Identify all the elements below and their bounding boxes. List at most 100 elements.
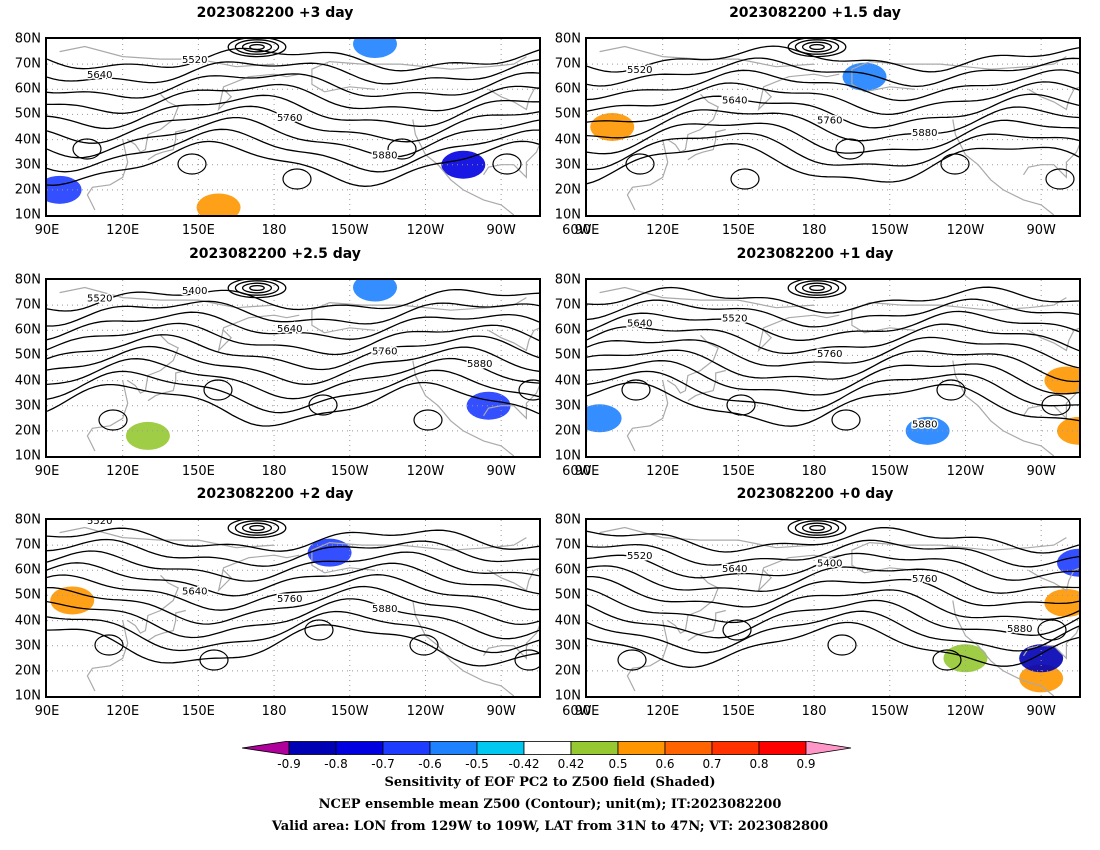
z500-contour <box>587 360 1079 396</box>
z500-contour <box>587 93 1079 129</box>
contour-label: 5880 <box>372 604 397 615</box>
contour-label: 5880 <box>372 151 397 162</box>
coastline <box>626 380 669 452</box>
panel-2: 2023082200 +1.5 day 5520 5640 5760 5880 80N… <box>540 5 1090 245</box>
coastline <box>127 574 179 634</box>
closed-contour <box>234 280 280 296</box>
coastline <box>59 45 275 68</box>
map-svg: 5520 5400 5640 5760 5880 <box>47 280 539 456</box>
closed-contour <box>621 379 651 401</box>
coastline <box>1022 144 1079 179</box>
z500-contour <box>587 621 1079 668</box>
closed-contour <box>787 520 847 539</box>
closed-contour <box>203 379 233 401</box>
lon-label: 150E <box>181 704 215 719</box>
coastline <box>599 45 815 68</box>
map-svg: 5520 5640 5760 5880 <box>47 520 539 696</box>
map-svg: 5640 5520 5760 5880 <box>587 280 1079 456</box>
contour-label: 5520 <box>87 520 112 527</box>
lat-label: 40N <box>554 613 581 629</box>
contour-label: 5520 <box>182 55 207 66</box>
lon-label: 90W <box>1026 223 1056 238</box>
lon-label: 90E <box>34 704 60 719</box>
lat-label: 10N <box>14 448 41 464</box>
z500-contour <box>587 119 1079 155</box>
z500-contour <box>587 370 1079 412</box>
z500-contour <box>587 336 1079 369</box>
contour-label: 5520 <box>627 551 652 562</box>
colorbar-tick-label: -0.8 <box>324 757 348 771</box>
closed-contour <box>625 153 655 175</box>
contour-label: 5520 <box>87 294 112 305</box>
coastline <box>687 128 726 161</box>
lon-label: 180 <box>801 704 827 719</box>
map-frame: 5520 5640 5400 5760 5880 <box>585 518 1081 698</box>
panel-title: 2023082200 +2 day <box>196 486 354 502</box>
lon-label: 150W <box>330 704 369 719</box>
lat-label: 30N <box>14 398 41 414</box>
sensitivity-shading <box>466 391 511 420</box>
z500-contour <box>587 610 1079 654</box>
panel-title: 2023082200 +0 day <box>736 486 894 502</box>
lon-label: 90E <box>574 464 600 479</box>
panel-6: 2023082200 +0 day 5520 5640 5400 5760 5880 8… <box>540 486 1090 726</box>
sensitivity-shading <box>590 113 635 141</box>
contour-label: 5760 <box>912 574 937 585</box>
lat-label: 60N <box>554 562 581 578</box>
lon-label: 90E <box>574 223 600 238</box>
coastline <box>311 537 527 574</box>
z500-contour <box>47 562 539 597</box>
z500-contour <box>47 527 539 552</box>
lon-label: 120W <box>946 704 985 719</box>
coastline <box>311 297 527 334</box>
closed-contour <box>1037 619 1067 641</box>
coastline <box>952 600 1055 696</box>
z500-contour <box>47 538 539 567</box>
closed-contour <box>518 379 539 401</box>
colorbar-segment <box>805 741 852 755</box>
colorbar-tick-label: -0.7 <box>371 757 395 771</box>
lon-label: 60W <box>562 223 592 238</box>
map-frame: 5520 5640 5760 5880 <box>45 518 541 698</box>
lat-label: 60N <box>14 562 41 578</box>
contour-label: 5880 <box>467 359 492 370</box>
coastline <box>482 625 539 660</box>
z500-contour <box>587 286 1079 314</box>
lon-label: 150W <box>330 223 369 238</box>
colorbar-segment <box>617 741 666 755</box>
contour-label: 5640 <box>722 95 747 106</box>
coastline <box>599 286 815 309</box>
closed-contour <box>72 138 102 160</box>
contour-label: 5880 <box>1007 624 1032 635</box>
closed-contour <box>227 39 287 58</box>
coastline <box>86 139 129 211</box>
closed-contour <box>514 649 539 671</box>
contour-label: 5760 <box>277 113 302 124</box>
closed-contour <box>94 634 124 656</box>
coastline <box>851 297 1067 334</box>
contour-label: 5760 <box>277 594 302 605</box>
contour-label: 5640 <box>182 586 207 597</box>
z500-contour <box>47 381 539 427</box>
z500-contour <box>587 323 1079 355</box>
colorbar-tick-label: 0.42 <box>557 757 585 771</box>
lat-label: 50N <box>14 587 41 603</box>
sensitivity-shading <box>1057 416 1079 445</box>
contour-label: 5640 <box>277 324 302 335</box>
closed-contour <box>726 394 756 416</box>
coastline <box>217 554 300 593</box>
map-frame: 5520 5400 5640 5760 5880 <box>45 278 541 458</box>
lat-label: 50N <box>14 106 41 122</box>
lon-label: 150W <box>870 704 909 719</box>
colorbar-segment <box>476 741 525 755</box>
colorbar-tick-label: 0.5 <box>608 757 628 771</box>
lat-label: 80N <box>14 272 41 288</box>
coastline <box>626 620 669 692</box>
closed-contour <box>794 39 840 55</box>
caption-line-1: Sensitivity of EOF PC2 to Z500 field (Sh… <box>384 775 716 790</box>
lon-label: 150E <box>721 464 755 479</box>
z500-contour <box>587 132 1079 171</box>
lat-label: 20N <box>554 182 581 198</box>
sensitivity-shading <box>125 421 170 450</box>
closed-contour <box>98 409 128 431</box>
